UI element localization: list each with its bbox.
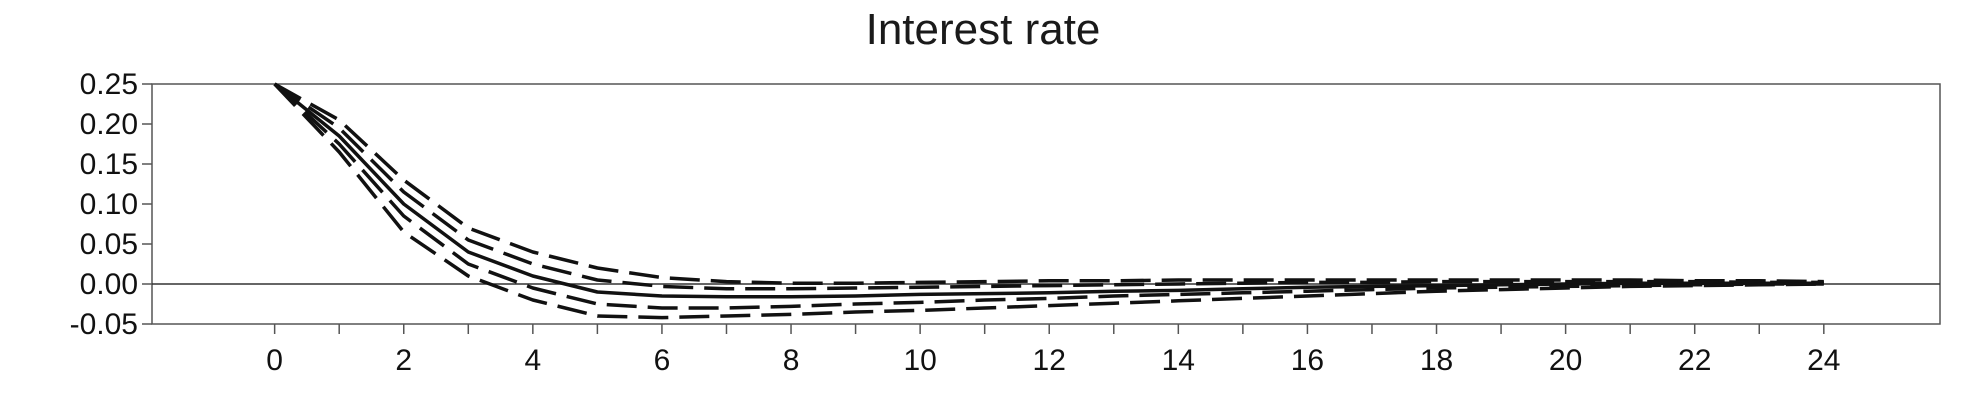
series-line-dashed-2 [273, 82, 1824, 291]
x-tick-label: 14 [1162, 344, 1195, 377]
y-tick-label: 0.05 [80, 228, 138, 261]
x-axis: 0 2 4 6 8 10 12 14 16 18 20 22 24 [266, 324, 1840, 377]
y-tick-label: 0.15 [80, 148, 138, 181]
y-tick-label: -0.05 [70, 308, 138, 341]
x-tick-label: 0 [266, 344, 283, 377]
y-tick-label: 0.20 [80, 108, 138, 141]
x-tick-label: 24 [1807, 344, 1840, 377]
series-line-dashed-1 [273, 82, 1824, 285]
y-axis: 0.25 0.20 0.15 0.10 0.05 0.00 -0.05 [70, 68, 152, 341]
x-tick-label: 20 [1549, 344, 1582, 377]
series-group [273, 82, 1824, 320]
series-line-dashed-3 [273, 82, 1824, 310]
x-tick-label: 4 [524, 344, 541, 377]
x-tick-label: 12 [1033, 344, 1066, 377]
x-tick-label: 10 [903, 344, 936, 377]
x-tick-label: 8 [783, 344, 800, 377]
y-tick-label: 0.00 [80, 268, 138, 301]
chart-title: Interest rate [866, 5, 1101, 54]
series-line-dashed-4 [273, 82, 1824, 320]
y-tick-label: 0.10 [80, 188, 138, 221]
x-tick-label: 6 [654, 344, 671, 377]
series-line-solid [273, 82, 1824, 299]
x-tick-label: 22 [1678, 344, 1711, 377]
x-tick-label: 16 [1291, 344, 1324, 377]
x-tick-label: 2 [395, 344, 412, 377]
x-tick-label: 18 [1420, 344, 1453, 377]
y-tick-label: 0.25 [80, 68, 138, 101]
